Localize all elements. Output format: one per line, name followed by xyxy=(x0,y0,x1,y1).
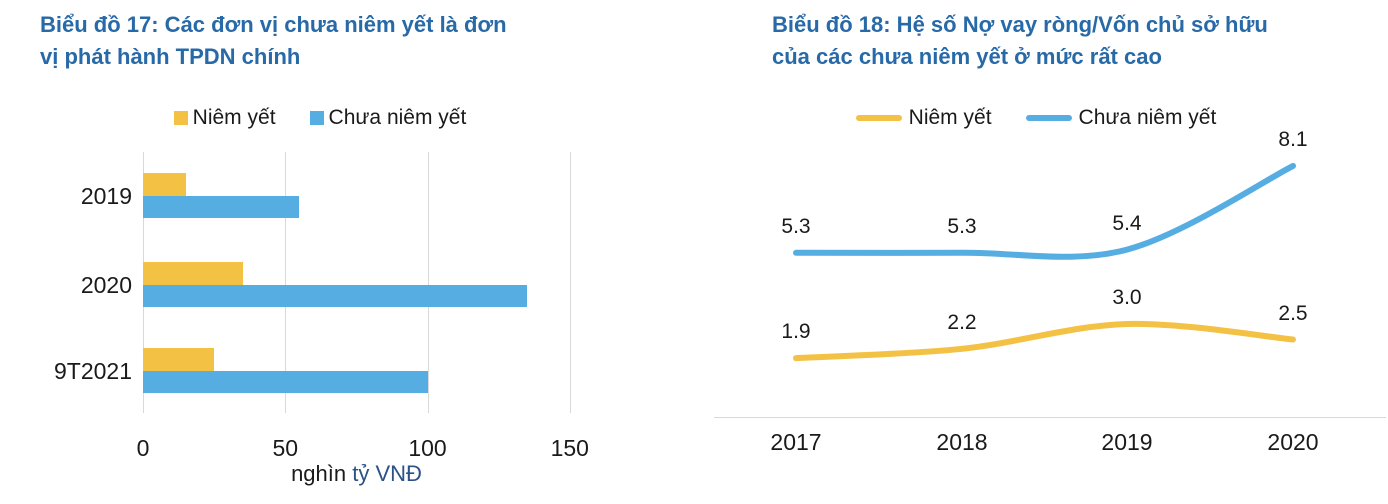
chart18-legend-label-1: Chưa niêm yết xyxy=(1078,106,1217,129)
gridline-x-150 xyxy=(569,152,571,413)
category-label: 2020 xyxy=(80,271,132,298)
line-series-niem-yet xyxy=(793,320,1296,362)
data-label-niem-yet-2018: 2.2 xyxy=(947,310,977,334)
chart17-legend-item-chua-niem-yet: Chưa niêm yết xyxy=(309,106,467,130)
yellow-line-swatch-icon xyxy=(855,115,902,121)
data-label-niem-yet-2020: 2.5 xyxy=(1278,301,1308,325)
x-axis-line xyxy=(714,417,1386,418)
bar-niem-yet-2019 xyxy=(143,173,186,196)
data-label-chua-niem-yet-2017: 5.3 xyxy=(781,214,811,238)
line-chart-svg xyxy=(793,162,1296,362)
bar-niem-yet-9T2021 xyxy=(143,348,215,371)
category-label: 9T2021 xyxy=(53,357,132,384)
chart18-legend-item-niem-yet: Niêm yết xyxy=(855,106,992,130)
chart17-title-line2: vị phát hành TPDN chính xyxy=(40,44,301,69)
chart18-legend: Niêm yết Chưa niêm yết xyxy=(700,104,1372,132)
line-series-chua-niem-yet xyxy=(793,162,1296,260)
bar-chua-niem-yet-2020 xyxy=(143,284,528,307)
data-label-niem-yet-2019: 3.0 xyxy=(1112,286,1142,309)
x-tick-label: 2017 xyxy=(770,429,822,455)
bar-chart-section: Biểu đồ 17: Các đơn vị chưa niêm yết là … xyxy=(40,9,620,487)
chart17-title: Biểu đồ 17: Các đơn vị chưa niêm yết là … xyxy=(40,9,620,73)
blue-square-swatch-icon xyxy=(309,111,324,125)
x-tick-label: 2019 xyxy=(1101,429,1153,455)
line-chart-section: Biểu đồ 18: Hệ số Nợ vay ròng/Vốn chủ sở… xyxy=(700,0,1388,504)
x-tick-label: 2020 xyxy=(1267,429,1319,455)
chart17-legend-item-niem-yet: Niêm yết xyxy=(173,106,276,130)
bar-chua-niem-yet-9T2021 xyxy=(143,370,428,393)
x-tick-label: 100 xyxy=(408,435,447,461)
chart18-legend-label-0: Niêm yết xyxy=(908,106,992,129)
chart17-x-axis-title: nghìn tỷ VNĐ xyxy=(143,461,570,487)
x-axis-unit-part1: nghìn xyxy=(291,461,353,486)
x-tick-label: 2018 xyxy=(936,429,988,455)
blue-line-swatch-icon xyxy=(1025,115,1072,121)
data-label-niem-yet-2017: 1.9 xyxy=(781,320,811,344)
category-label: 2019 xyxy=(80,182,132,209)
bar-niem-yet-2020 xyxy=(143,262,243,285)
chart17-legend-label-1: Chưa niêm yết xyxy=(328,106,467,129)
x-tick-label: 0 xyxy=(136,435,150,461)
data-label-chua-niem-yet-2019: 5.4 xyxy=(1112,211,1142,235)
chart18-legend-item-chua-niem-yet: Chưa niêm yết xyxy=(1025,106,1217,130)
x-tick-label: 150 xyxy=(550,435,589,461)
x-axis-unit-part2: tỷ VNĐ xyxy=(352,461,422,486)
chart18-title-line2: của các chưa niêm yết ở mức rất cao xyxy=(772,44,1162,69)
gridline-x-100 xyxy=(427,152,429,413)
chart18-title: Biểu đồ 18: Hệ số Nợ vay ròng/Vốn chủ sở… xyxy=(772,9,1388,73)
x-tick-label: 50 xyxy=(272,435,299,461)
gridline-x-50 xyxy=(285,152,287,413)
data-label-chua-niem-yet-2020: 8.1 xyxy=(1278,127,1308,151)
bar-chua-niem-yet-2019 xyxy=(143,195,300,218)
data-label-chua-niem-yet-2018: 5.3 xyxy=(947,214,977,238)
yellow-square-swatch-icon xyxy=(173,111,188,125)
chart17-title-line1: Biểu đồ 17: Các đơn vị chưa niêm yết là … xyxy=(40,12,507,37)
chart17-legend-label-0: Niêm yết xyxy=(192,106,276,129)
chart18-title-line1: Biểu đồ 18: Hệ số Nợ vay ròng/Vốn chủ sở… xyxy=(772,12,1268,37)
chart17-legend: Niêm yết Chưa niêm yết xyxy=(40,104,600,132)
